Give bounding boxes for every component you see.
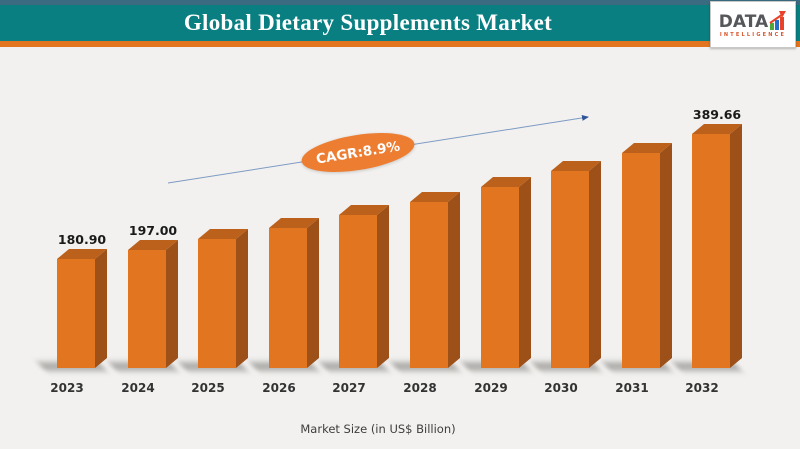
cagr-label: CAGR:8.9% bbox=[314, 137, 402, 168]
bar-front-face bbox=[57, 259, 95, 368]
value-label: 197.00 bbox=[128, 223, 178, 238]
bar-side-face bbox=[660, 143, 672, 368]
bar-front-face bbox=[269, 228, 307, 368]
value-label: 180.90 bbox=[57, 232, 107, 247]
year-label: 2023 bbox=[50, 381, 84, 395]
year-label: 2026 bbox=[262, 381, 296, 395]
bar-front-face bbox=[622, 153, 660, 368]
bar-front-face bbox=[481, 187, 519, 368]
year-label: 2032 bbox=[685, 381, 719, 395]
bar-side-face bbox=[166, 240, 178, 368]
bar-side-face bbox=[95, 249, 107, 368]
bar-front-face bbox=[551, 171, 589, 368]
bar-side-face bbox=[307, 218, 319, 368]
bar-front-face bbox=[198, 239, 236, 368]
axis-title: Market Size (in US$ Billion) bbox=[300, 422, 456, 436]
bar-side-face bbox=[519, 177, 531, 368]
bar-front-face bbox=[339, 215, 377, 368]
year-label: 2028 bbox=[403, 381, 437, 395]
header-orange-strip bbox=[0, 41, 800, 47]
logo-text: DATA bbox=[718, 11, 769, 32]
cagr-badge: CAGR:8.9% bbox=[298, 126, 418, 179]
bar-side-face bbox=[448, 192, 460, 368]
logo-bar-chart-icon bbox=[769, 10, 787, 30]
header: Global Dietary Supplements Market bbox=[0, 5, 736, 41]
logo-growth-arrow-icon bbox=[769, 10, 787, 24]
bar-side-face bbox=[730, 124, 742, 368]
bar-front-face bbox=[128, 250, 166, 368]
header-top-strip bbox=[0, 0, 800, 5]
bar-side-face bbox=[589, 161, 601, 368]
value-label: 389.66 bbox=[692, 107, 742, 122]
year-label: 2025 bbox=[191, 381, 225, 395]
bar-side-face bbox=[236, 229, 248, 368]
header-band bbox=[0, 5, 800, 41]
bar-front-face bbox=[410, 202, 448, 368]
year-label: 2029 bbox=[474, 381, 508, 395]
year-label: 2027 bbox=[332, 381, 366, 395]
datam-intelligence-logo: DATA INTELLIGENCE bbox=[710, 1, 796, 48]
year-label: 2024 bbox=[121, 381, 155, 395]
logo-subtext: INTELLIGENCE bbox=[719, 31, 787, 38]
year-label: 2031 bbox=[615, 381, 649, 395]
page-title: Global Dietary Supplements Market bbox=[183, 10, 553, 35]
bar-front-face bbox=[692, 134, 730, 368]
market-size-bar-chart: CAGR:8.9% 180.90 2023 197.00 2024 2025 2026 20… bbox=[0, 47, 800, 449]
year-label: 2030 bbox=[544, 381, 578, 395]
bar-side-face bbox=[377, 205, 389, 368]
